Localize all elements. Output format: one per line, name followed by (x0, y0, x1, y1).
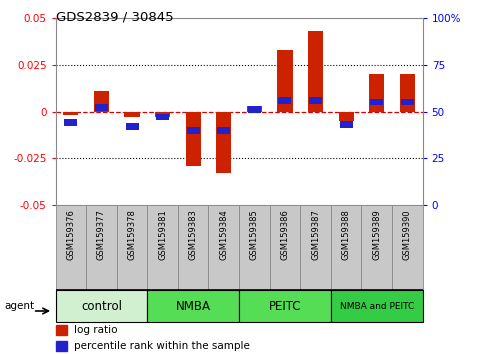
Bar (209, 205, 239, 290)
Bar (331, 205, 361, 290)
Bar (94, 91, 109, 112)
Text: agent: agent (5, 301, 35, 311)
Bar (126, 123, 139, 130)
Bar (56, 341, 67, 352)
Text: GSM159385: GSM159385 (250, 210, 259, 260)
Bar (331, 290, 423, 322)
Bar (369, 74, 384, 112)
Bar (247, 106, 262, 112)
Bar (147, 290, 239, 322)
Text: NMBA: NMBA (176, 300, 211, 313)
Bar (147, 205, 178, 290)
Bar (401, 99, 414, 105)
Bar (156, 114, 169, 120)
Text: GSM159388: GSM159388 (341, 210, 351, 261)
Bar (56, 205, 86, 290)
Bar (117, 205, 147, 290)
Text: PEITC: PEITC (269, 300, 301, 313)
Text: log ratio: log ratio (74, 325, 118, 335)
Text: GSM159389: GSM159389 (372, 210, 381, 260)
Bar (64, 120, 77, 126)
Bar (239, 205, 270, 290)
Bar (217, 127, 230, 133)
Text: NMBA and PEITC: NMBA and PEITC (340, 302, 414, 311)
Bar (63, 112, 78, 115)
Bar (270, 205, 300, 290)
Bar (392, 205, 423, 290)
Bar (248, 106, 261, 113)
Bar (239, 290, 331, 322)
Text: GSM159390: GSM159390 (403, 210, 412, 260)
Bar (339, 112, 354, 121)
Bar (309, 97, 322, 103)
Bar (86, 205, 117, 290)
Text: GSM159387: GSM159387 (311, 210, 320, 261)
Text: GSM159377: GSM159377 (97, 210, 106, 261)
Text: control: control (81, 300, 122, 313)
Text: percentile rank within the sample: percentile rank within the sample (74, 341, 250, 352)
Bar (56, 325, 67, 335)
Text: GSM159381: GSM159381 (158, 210, 167, 260)
Bar (340, 121, 353, 128)
Bar (370, 99, 383, 105)
Bar (300, 205, 331, 290)
Text: GSM159384: GSM159384 (219, 210, 228, 260)
Bar (185, 112, 201, 166)
Text: GDS2839 / 30845: GDS2839 / 30845 (56, 11, 173, 24)
Bar (125, 112, 140, 117)
Bar (400, 74, 415, 112)
Bar (56, 290, 147, 322)
Text: GSM159376: GSM159376 (66, 210, 75, 261)
Bar (361, 205, 392, 290)
Bar (155, 112, 170, 117)
Bar (178, 205, 209, 290)
Bar (308, 31, 323, 112)
Bar (279, 97, 291, 103)
Text: GSM159378: GSM159378 (128, 210, 137, 261)
Bar (216, 112, 231, 173)
Bar (187, 127, 199, 133)
Text: GSM159386: GSM159386 (281, 210, 289, 261)
Bar (277, 50, 293, 112)
Bar (95, 104, 108, 111)
Text: GSM159383: GSM159383 (189, 210, 198, 261)
